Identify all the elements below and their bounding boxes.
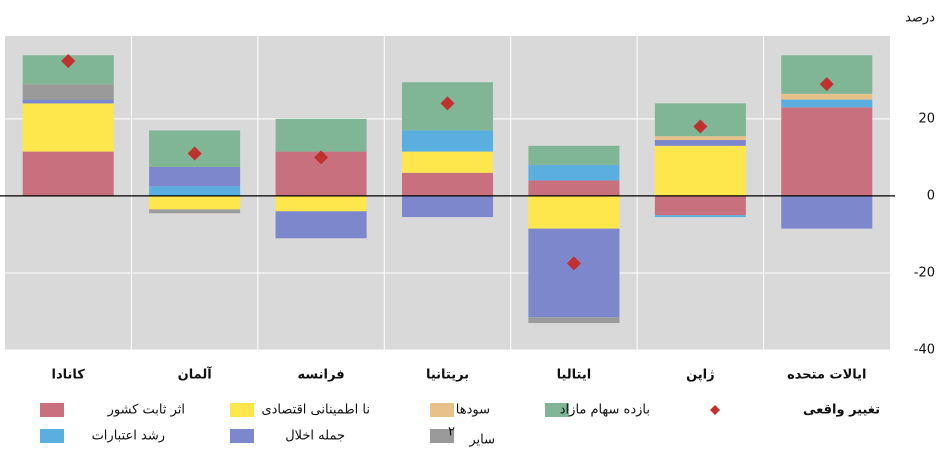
bar-segment <box>528 145 620 166</box>
bar-segment <box>528 195 620 229</box>
actual-marker <box>819 77 834 92</box>
legend-swatch <box>430 429 454 443</box>
bar-segment <box>654 215 746 218</box>
actual-marker <box>566 256 581 271</box>
bar-segment <box>22 151 114 196</box>
bar-segment <box>22 84 114 100</box>
legend-swatch <box>40 403 64 417</box>
legend-label: بازده سهام مازاد <box>560 403 650 418</box>
bar-segment <box>22 103 114 152</box>
bar-segment <box>654 140 746 146</box>
y-tick-label: 0 <box>927 188 935 203</box>
x-tick-label: ایتالیا <box>557 368 592 383</box>
legend-marker <box>710 405 720 415</box>
bar-segment <box>401 151 494 173</box>
legend-note: ۲ <box>448 425 455 440</box>
bar-segment <box>781 107 873 196</box>
x-tick-label: آلمان <box>178 366 213 383</box>
bar-segment <box>275 118 367 152</box>
legend-label: جمله اخلال <box>285 429 345 444</box>
bar-segment <box>528 180 620 196</box>
x-tick-label: ایالات متحده <box>787 368 866 383</box>
y-tick-label: 20 <box>918 111 935 126</box>
actual-marker <box>187 146 202 161</box>
legend-label: نا اطمینانی اقتصادی <box>261 403 370 418</box>
y-tick-label: -40 <box>914 343 935 358</box>
actual-marker <box>440 96 455 111</box>
legend-swatch <box>545 403 569 417</box>
legend-swatch <box>430 403 454 417</box>
bar-segment <box>781 99 873 108</box>
legend-label: سایر <box>468 433 495 448</box>
bar-segment <box>401 130 494 152</box>
bar-segment <box>149 195 241 210</box>
legend-label: اثر ثابت کشور <box>107 403 185 418</box>
bar-segment <box>654 136 746 141</box>
bar-segment <box>781 93 873 100</box>
bar-segment <box>149 209 241 214</box>
bar-segment <box>781 195 873 229</box>
legend-label: سودها <box>456 403 490 418</box>
bar-segment <box>149 186 241 196</box>
actual-marker <box>61 54 76 69</box>
bar-segment <box>401 195 494 218</box>
legend-swatch <box>40 429 64 443</box>
unit-label: درصد <box>905 11 935 26</box>
x-tick-label: بریتانیا <box>426 368 469 383</box>
x-tick-label: ژاپن <box>686 368 715 383</box>
legend-swatch <box>230 403 254 417</box>
bar-segment <box>401 172 494 196</box>
legend-label: رشد اعتبارات <box>92 429 165 444</box>
bar-segment <box>275 211 367 239</box>
bar-segment <box>22 99 114 104</box>
bar-segment <box>275 195 367 212</box>
bar-segment <box>528 165 620 181</box>
bar-segment <box>528 317 620 324</box>
bar-segment <box>528 228 620 318</box>
actual-marker <box>314 150 329 165</box>
bar-segment <box>654 195 746 216</box>
x-tick-label: کانادا <box>52 368 86 383</box>
bar-segment <box>654 145 746 196</box>
bar-segment <box>149 166 241 187</box>
legend-label: تغییر واقعی <box>803 403 880 418</box>
x-tick-label: فرانسه <box>298 368 345 383</box>
legend-swatch <box>230 429 254 443</box>
actual-marker <box>693 119 708 134</box>
y-tick-label: -20 <box>914 265 935 280</box>
